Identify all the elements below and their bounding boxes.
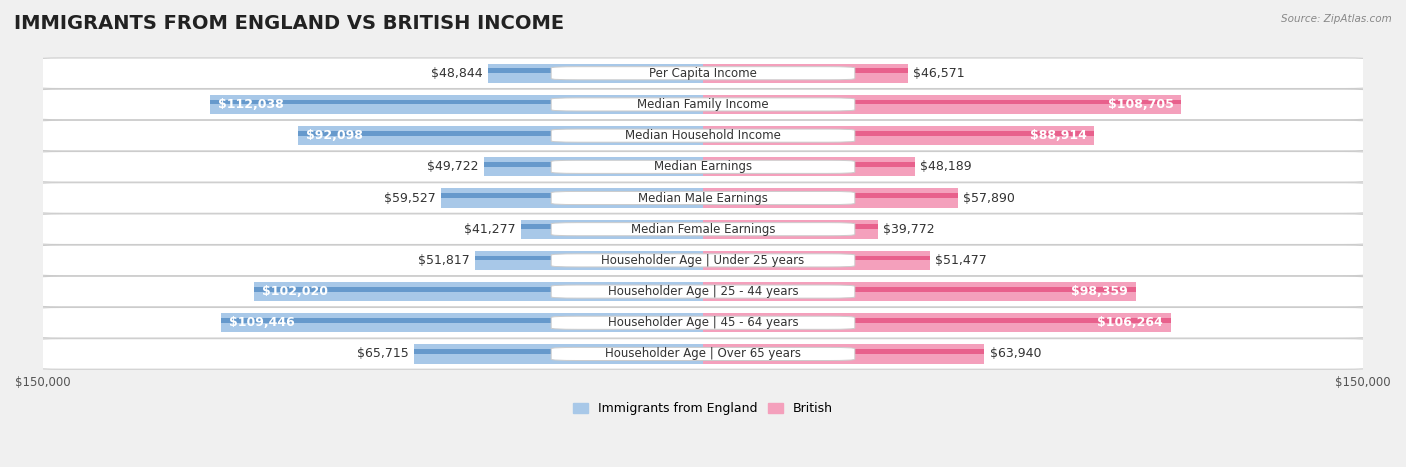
Text: $57,890: $57,890 xyxy=(963,191,1015,205)
Text: $51,477: $51,477 xyxy=(935,254,987,267)
Text: $106,264: $106,264 xyxy=(1097,316,1163,329)
Text: $88,914: $88,914 xyxy=(1029,129,1087,142)
Bar xyxy=(703,251,929,270)
Bar xyxy=(413,349,703,354)
FancyBboxPatch shape xyxy=(37,339,1369,369)
Bar xyxy=(703,318,1171,323)
Text: Householder Age | Over 65 years: Householder Age | Over 65 years xyxy=(605,347,801,361)
Bar xyxy=(703,287,1136,291)
Text: $65,715: $65,715 xyxy=(357,347,409,361)
Text: Median Female Earnings: Median Female Earnings xyxy=(631,223,775,236)
Bar xyxy=(703,193,957,198)
Text: Median Male Earnings: Median Male Earnings xyxy=(638,191,768,205)
Bar xyxy=(221,313,703,333)
Bar xyxy=(703,344,984,364)
FancyBboxPatch shape xyxy=(551,98,855,111)
FancyBboxPatch shape xyxy=(551,67,855,80)
FancyBboxPatch shape xyxy=(37,276,1369,307)
Bar xyxy=(254,282,703,301)
Bar xyxy=(441,188,703,208)
Text: $41,277: $41,277 xyxy=(464,223,516,236)
FancyBboxPatch shape xyxy=(37,120,1369,151)
Bar xyxy=(703,99,1181,105)
FancyBboxPatch shape xyxy=(37,307,1369,338)
Bar xyxy=(703,224,877,229)
Bar xyxy=(488,64,703,83)
Text: $49,722: $49,722 xyxy=(427,160,479,173)
Legend: Immigrants from England, British: Immigrants from England, British xyxy=(568,397,838,420)
Bar xyxy=(703,188,957,208)
Bar xyxy=(703,313,1171,333)
Bar xyxy=(703,349,984,354)
FancyBboxPatch shape xyxy=(551,191,855,205)
Bar xyxy=(254,287,703,291)
FancyBboxPatch shape xyxy=(551,285,855,298)
Bar xyxy=(488,68,703,73)
Bar xyxy=(298,126,703,145)
Bar xyxy=(522,224,703,229)
Text: $46,571: $46,571 xyxy=(914,67,965,80)
Text: $48,844: $48,844 xyxy=(432,67,482,80)
FancyBboxPatch shape xyxy=(37,58,1369,89)
Bar xyxy=(475,251,703,270)
Bar xyxy=(298,131,703,135)
Text: $98,359: $98,359 xyxy=(1071,285,1128,298)
FancyBboxPatch shape xyxy=(551,347,855,361)
FancyBboxPatch shape xyxy=(37,214,1369,245)
Text: $51,817: $51,817 xyxy=(418,254,470,267)
Bar xyxy=(484,162,703,167)
Bar xyxy=(484,157,703,177)
Bar xyxy=(703,162,915,167)
Bar xyxy=(703,95,1181,114)
Text: Householder Age | 45 - 64 years: Householder Age | 45 - 64 years xyxy=(607,316,799,329)
Text: $109,446: $109,446 xyxy=(229,316,295,329)
Bar xyxy=(703,255,929,261)
FancyBboxPatch shape xyxy=(37,89,1369,120)
Bar xyxy=(441,193,703,198)
Text: Median Earnings: Median Earnings xyxy=(654,160,752,173)
FancyBboxPatch shape xyxy=(551,160,855,173)
Bar xyxy=(221,318,703,323)
Text: Median Household Income: Median Household Income xyxy=(626,129,780,142)
Text: $39,772: $39,772 xyxy=(883,223,935,236)
Bar xyxy=(209,99,703,105)
Text: $112,038: $112,038 xyxy=(218,98,284,111)
Bar xyxy=(703,131,1094,135)
FancyBboxPatch shape xyxy=(37,245,1369,276)
Text: Median Family Income: Median Family Income xyxy=(637,98,769,111)
Bar xyxy=(413,344,703,364)
Bar xyxy=(522,219,703,239)
Bar xyxy=(703,68,908,73)
Text: $92,098: $92,098 xyxy=(305,129,363,142)
Bar xyxy=(703,219,877,239)
Text: $108,705: $108,705 xyxy=(1108,98,1174,111)
Bar xyxy=(209,95,703,114)
Text: $63,940: $63,940 xyxy=(990,347,1042,361)
Bar xyxy=(703,282,1136,301)
Bar xyxy=(703,64,908,83)
Text: Householder Age | 25 - 44 years: Householder Age | 25 - 44 years xyxy=(607,285,799,298)
Text: IMMIGRANTS FROM ENGLAND VS BRITISH INCOME: IMMIGRANTS FROM ENGLAND VS BRITISH INCOM… xyxy=(14,14,564,33)
FancyBboxPatch shape xyxy=(551,223,855,236)
Text: Householder Age | Under 25 years: Householder Age | Under 25 years xyxy=(602,254,804,267)
FancyBboxPatch shape xyxy=(37,183,1369,213)
Text: Per Capita Income: Per Capita Income xyxy=(650,67,756,80)
Text: $48,189: $48,189 xyxy=(921,160,972,173)
Bar xyxy=(703,126,1094,145)
Text: $59,527: $59,527 xyxy=(384,191,436,205)
FancyBboxPatch shape xyxy=(551,316,855,329)
Bar xyxy=(703,157,915,177)
Text: Source: ZipAtlas.com: Source: ZipAtlas.com xyxy=(1281,14,1392,24)
Bar xyxy=(475,255,703,261)
FancyBboxPatch shape xyxy=(551,254,855,267)
Text: $102,020: $102,020 xyxy=(262,285,328,298)
FancyBboxPatch shape xyxy=(551,129,855,142)
FancyBboxPatch shape xyxy=(37,151,1369,182)
